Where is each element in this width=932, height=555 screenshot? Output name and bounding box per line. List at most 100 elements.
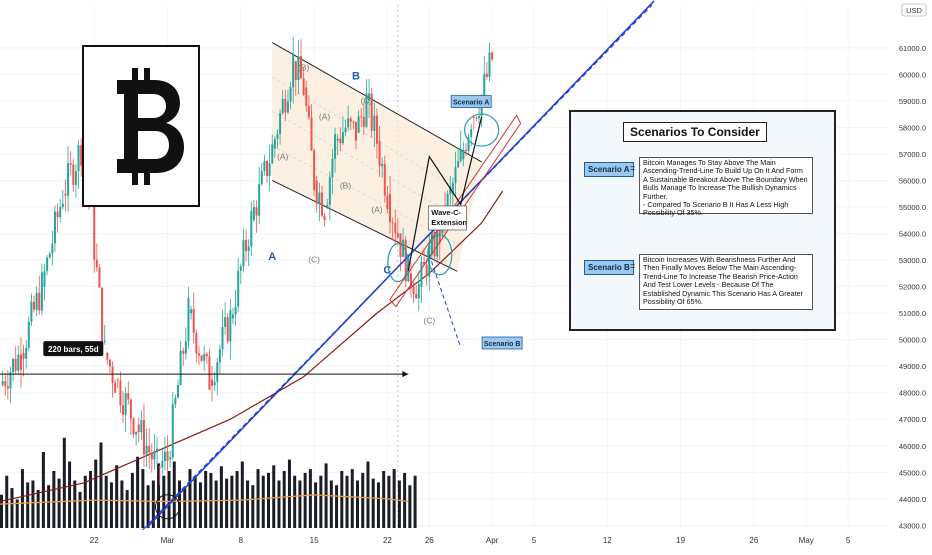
candle-body — [281, 98, 284, 114]
candle-body — [318, 192, 321, 204]
candle-body — [326, 204, 329, 208]
candle-body — [69, 163, 72, 165]
volume-bar — [225, 478, 229, 528]
candle-body — [184, 341, 187, 354]
scenario-a-text: Bitcoin Manages To Stay Above The Main A… — [639, 157, 813, 217]
scenario-b-text: Bitcoin Increases With Bearishness Furth… — [639, 254, 813, 310]
time-tick-label: Apr — [486, 536, 499, 545]
candle-body — [153, 451, 156, 460]
volume-bar — [376, 482, 380, 528]
candle-body — [103, 340, 106, 342]
candle-body — [127, 393, 130, 400]
scenarios-panel: Scenarios To Consider Scenario A = Bitco… — [569, 110, 836, 331]
candle-body — [64, 193, 67, 196]
wave-label: A — [268, 251, 276, 263]
wave-label: (C) — [361, 96, 373, 106]
volume-bar — [172, 461, 176, 528]
volume-bar — [397, 480, 401, 528]
candle-body — [370, 93, 373, 131]
trend-red-channel — [389, 114, 522, 308]
candle-body — [464, 149, 467, 152]
candle-body — [231, 314, 234, 319]
candle-body — [391, 222, 394, 224]
candle-body — [43, 271, 46, 287]
wave-label: B — [352, 71, 360, 83]
candle-body — [409, 273, 412, 287]
scenario-b-equals: = — [630, 261, 636, 271]
time-tick-label: 15 — [310, 536, 319, 545]
volume-bar — [356, 480, 359, 528]
candle-body — [116, 379, 119, 381]
candle-body — [341, 132, 344, 144]
volume-bar — [15, 499, 19, 528]
candle-body — [124, 393, 127, 415]
volume-bar — [214, 480, 218, 528]
price-tick-label: 46000.0 — [899, 442, 926, 451]
candle-body — [179, 350, 182, 386]
candle-body — [40, 272, 43, 311]
scenario-b-path — [428, 254, 462, 348]
candle-body — [190, 309, 193, 314]
price-tick-label: 59000.0 — [899, 97, 926, 106]
candle-body — [357, 116, 360, 133]
candle-body — [182, 350, 185, 354]
scenario-a-equals: = — [630, 163, 636, 173]
candle-body — [166, 451, 169, 462]
volume-bar — [240, 461, 244, 528]
range-badge — [43, 341, 104, 357]
candle-body — [488, 52, 491, 77]
candle-body — [420, 261, 423, 287]
candle-body — [417, 284, 420, 299]
price-tick-label: 51000.0 — [899, 309, 926, 318]
wave-label: (A) — [371, 204, 383, 214]
price-tick-label: 52000.0 — [899, 283, 926, 292]
volume-bar — [345, 475, 349, 528]
candle-body — [457, 160, 460, 168]
volume-bar — [198, 482, 202, 528]
candle-body — [114, 382, 117, 393]
price-tick-label: 49000.0 — [899, 362, 926, 371]
volume-bar — [267, 472, 270, 528]
volume-bar — [109, 482, 113, 528]
wave-extension-box — [427, 205, 467, 231]
volume-bar — [329, 480, 333, 528]
currency-badge-box — [901, 3, 927, 17]
candle-body — [119, 380, 122, 406]
candle-body — [362, 116, 365, 127]
breakout-circle — [464, 113, 500, 147]
time-tick-label: 22 — [383, 536, 392, 545]
candle-body — [286, 101, 289, 113]
price-tick-label: 58000.0 — [899, 123, 926, 132]
candle-body — [412, 286, 415, 295]
candle-body — [150, 452, 153, 460]
candle-body — [389, 193, 392, 223]
volume-bar — [251, 485, 255, 528]
candle-body — [415, 294, 418, 299]
range-measure-arrowhead — [402, 371, 409, 378]
price-axis: 61000.0 60000.0 59000.0 58000.0 57000.0 56000… — [899, 3, 927, 530]
candle-body — [294, 61, 297, 81]
volume-bar — [89, 471, 92, 528]
candle-body — [137, 424, 140, 433]
candle-body — [59, 207, 62, 218]
candle-body — [19, 354, 22, 370]
price-tick-label: 57000.0 — [899, 150, 926, 159]
candle-body — [323, 215, 326, 221]
candle-body — [27, 321, 30, 348]
candle-body — [177, 385, 179, 398]
candle-body — [187, 297, 190, 342]
candle-body — [17, 354, 20, 371]
volume-bar — [366, 461, 370, 528]
scenario-b-label: Scenario B — [584, 260, 634, 275]
candle-body — [171, 404, 174, 458]
volume-bar — [293, 475, 297, 528]
candle-body — [221, 326, 224, 350]
volume-bar — [382, 471, 386, 528]
time-tick-label: May — [799, 536, 814, 545]
candle-body — [22, 352, 25, 359]
candle-body — [135, 431, 138, 435]
volume-bar — [62, 437, 66, 528]
candle-body — [478, 115, 481, 119]
volume-bar — [308, 469, 312, 528]
annotations: 220 bars, 55d (B) B (C) (A) (A) (B) (A) (C) A C (C)… — [0, 62, 523, 520]
